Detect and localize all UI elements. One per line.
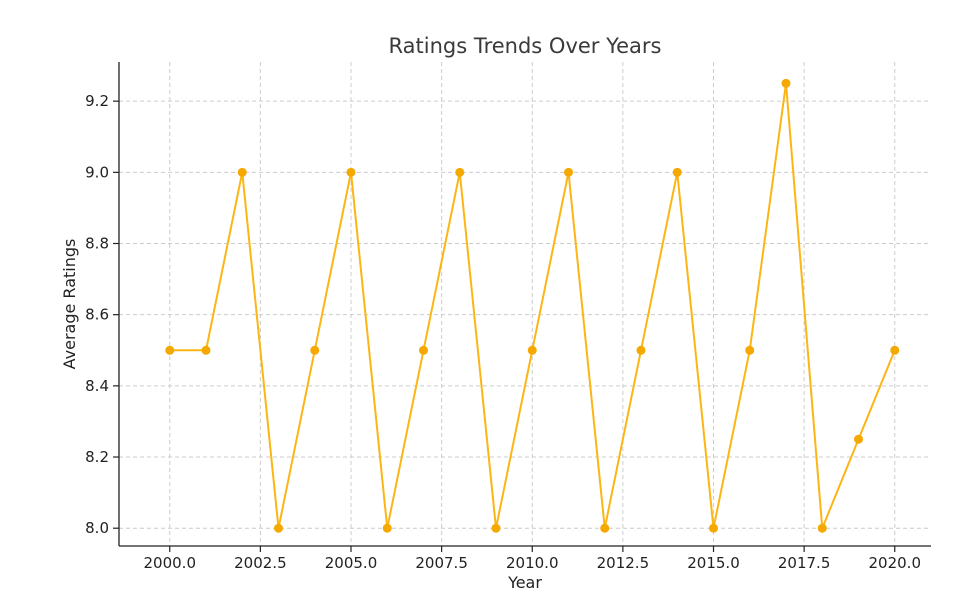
grid [119,62,931,546]
data-point [165,345,175,355]
x-tick-label: 2010.0 [506,554,559,572]
y-tick-label: 8.4 [85,377,109,395]
x-tick-label: 2002.5 [234,554,287,572]
data-point [564,167,573,177]
y-tick-label: 9.0 [85,163,109,181]
x-tick-label: 2000.0 [144,554,197,572]
data-point [310,345,320,355]
data-point [781,78,791,88]
x-tick-label: 2005.0 [325,554,378,572]
data-point [854,434,863,444]
y-tick-label: 8.6 [85,306,109,324]
data-point [274,523,283,533]
y-tick-label: 8.8 [85,235,109,253]
x-tick-label: 2017.5 [778,554,831,572]
x-tick-label: 2020.0 [869,554,922,572]
data-point [382,523,392,533]
data-point [527,345,537,355]
data-point [709,523,718,533]
data-point [491,523,501,533]
data-point [745,345,755,355]
x-tick-label: 2015.0 [687,554,740,572]
y-tick-label: 8.2 [85,448,109,466]
x-tick-label: 2007.5 [415,554,468,572]
data-point [600,523,610,533]
data-point [201,345,211,355]
data-point [237,167,247,177]
data-point [419,345,428,355]
data-point [346,167,356,177]
tick-labels: 2000.0 2002.5 2005.0 2007.5 2010.0 2012.5 2015… [85,92,921,572]
data-point [672,167,682,177]
data-point [455,167,465,177]
series [165,78,900,533]
y-tick-label: 9.2 [85,92,109,110]
data-point [817,523,827,533]
y-tick-label: 8.0 [85,519,109,537]
y-axis-label: Average Ratings [60,239,79,370]
data-point [636,345,646,355]
chart-title: Ratings Trends Over Years [389,34,662,58]
x-tick-label: 2012.5 [597,554,650,572]
axes [118,62,931,547]
x-axis-label: Year [507,573,542,592]
data-point [890,345,900,355]
